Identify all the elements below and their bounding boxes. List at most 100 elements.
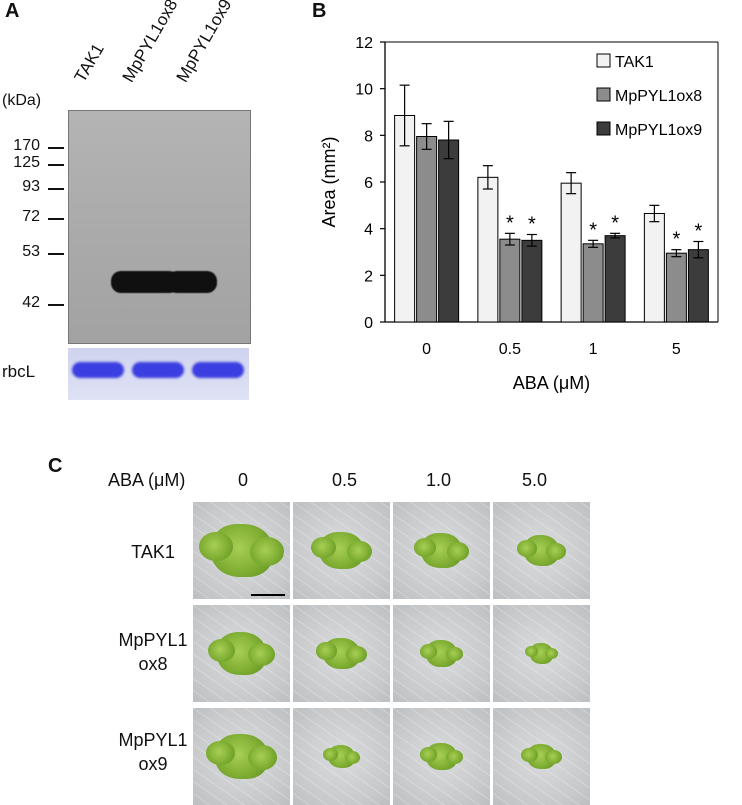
legend-label: MpPYL1ox9 bbox=[615, 122, 702, 139]
legend-label: MpPYL1ox8 bbox=[615, 88, 702, 105]
significance-asterisk: * bbox=[589, 219, 597, 241]
y-tick-label: 0 bbox=[364, 315, 373, 332]
marker-tick-125 bbox=[48, 164, 64, 166]
marker-tick-93 bbox=[48, 188, 64, 190]
lane-label-ox8: MpPYL1ox8 bbox=[118, 0, 182, 86]
rbcl-band-ox9 bbox=[192, 362, 244, 378]
rbcl-band-ox8 bbox=[132, 362, 184, 378]
c-aba-header: ABA (μM) bbox=[108, 470, 186, 490]
bar-chart: 0 2 4 6 8 10 12 Area (mm²) ABA (μM) 0 0.5 * * 1 * * 5 * * T… bbox=[319, 35, 719, 393]
thallus-photo bbox=[193, 605, 290, 702]
thallus-plant bbox=[420, 640, 463, 667]
marker-93: 93 bbox=[22, 178, 40, 195]
bar bbox=[438, 139, 460, 323]
rbcl-label: rbcL bbox=[2, 362, 36, 381]
x-tick-label: 5 bbox=[672, 341, 681, 358]
marker-125: 125 bbox=[13, 154, 40, 171]
thallus-photo-grid bbox=[193, 502, 590, 805]
y-axis-label: Area (mm²) bbox=[319, 137, 339, 228]
bar bbox=[582, 243, 604, 323]
c-row-label-ox8: MpPYL1 ox8 bbox=[108, 628, 198, 676]
x-axis-label: ABA (μM) bbox=[513, 373, 590, 393]
marker-170: 170 bbox=[13, 137, 40, 154]
marker-72: 72 bbox=[22, 208, 40, 225]
y-tick-label: 10 bbox=[355, 82, 373, 99]
bar bbox=[665, 252, 687, 323]
marker-tick-42 bbox=[48, 304, 64, 306]
thallus-plant bbox=[517, 535, 566, 566]
thallus-photo bbox=[293, 605, 390, 702]
c-row-label-ox8-line1: MpPYL1 bbox=[118, 630, 188, 650]
legend-swatch bbox=[596, 87, 611, 102]
marker-tick-170 bbox=[48, 147, 64, 149]
x-tick-label: 1 bbox=[589, 341, 598, 358]
thallus-photo bbox=[493, 605, 590, 702]
thallus-photo bbox=[393, 708, 490, 805]
rbcl-band-tak1 bbox=[72, 362, 124, 378]
thallus-plant bbox=[207, 632, 275, 675]
panel-c-letter: C bbox=[48, 455, 63, 477]
c-col-50: 5.0 bbox=[522, 470, 548, 490]
y-tick-label: 2 bbox=[364, 268, 373, 285]
bar bbox=[416, 136, 438, 323]
significance-asterisk: * bbox=[528, 214, 536, 236]
thallus-plant bbox=[322, 744, 361, 769]
c-row-label-ox8-line2: ox8 bbox=[138, 654, 168, 674]
thallus-plant bbox=[316, 637, 367, 670]
scale-bar bbox=[251, 594, 285, 596]
western-blot bbox=[68, 110, 251, 344]
legend-swatch bbox=[596, 53, 611, 68]
c-row-label-tak1: TAK1 bbox=[108, 540, 198, 564]
panel-b-letter: B bbox=[312, 0, 327, 22]
c-row-label-ox9-line2: ox9 bbox=[138, 754, 168, 774]
band-ox8 bbox=[111, 271, 179, 293]
c-row-label-ox9-line1: MpPYL1 bbox=[118, 730, 188, 750]
significance-asterisk: * bbox=[611, 212, 619, 234]
thallus-photo bbox=[393, 605, 490, 702]
thallus-plant bbox=[199, 524, 284, 577]
thallus-photo bbox=[393, 502, 490, 599]
thallus-plant bbox=[521, 743, 562, 770]
marker-tick-53 bbox=[48, 253, 64, 255]
rbcl-gel bbox=[68, 348, 249, 400]
c-col-10: 1.0 bbox=[426, 470, 452, 490]
bar bbox=[521, 239, 543, 323]
marker-tick-72 bbox=[48, 218, 64, 220]
thallus-photo bbox=[193, 708, 290, 805]
c-row-label-tak1-line1: TAK1 bbox=[131, 542, 175, 562]
significance-asterisk: * bbox=[694, 221, 702, 243]
bar bbox=[604, 235, 626, 323]
band-ox9 bbox=[167, 271, 217, 293]
lane-label-ox9: MpPYL1ox9 bbox=[172, 0, 236, 86]
bar bbox=[477, 176, 499, 323]
bar bbox=[560, 182, 582, 323]
x-tick-label: 0 bbox=[422, 341, 431, 358]
y-tick-label: 6 bbox=[364, 175, 373, 192]
thallus-photo bbox=[493, 708, 590, 805]
x-tick-label: 0.5 bbox=[499, 341, 521, 358]
thallus-plant bbox=[311, 531, 372, 570]
c-row-label-ox9: MpPYL1 ox9 bbox=[108, 728, 198, 776]
bar bbox=[643, 213, 665, 323]
thallus-photo bbox=[193, 502, 290, 599]
bar bbox=[499, 238, 521, 323]
bar bbox=[687, 249, 709, 323]
y-tick-label: 12 bbox=[355, 35, 373, 52]
c-col-05: 0.5 bbox=[332, 470, 358, 490]
thallus-photo bbox=[293, 502, 390, 599]
thallus-photo bbox=[493, 502, 590, 599]
thallus-plant bbox=[420, 743, 463, 770]
thallus-plant bbox=[413, 533, 470, 568]
thallus-photo bbox=[293, 708, 390, 805]
y-tick-label: 8 bbox=[364, 128, 373, 145]
marker-42: 42 bbox=[22, 294, 40, 311]
y-tick-label: 4 bbox=[364, 222, 373, 239]
significance-asterisk: * bbox=[672, 229, 680, 251]
legend-swatch bbox=[596, 121, 611, 136]
legend-label: TAK1 bbox=[615, 54, 654, 71]
thallus-plant bbox=[205, 734, 277, 779]
lane-label-tak1: TAK1 bbox=[70, 40, 108, 86]
panel-a-letter: A bbox=[5, 0, 20, 22]
marker-53: 53 bbox=[22, 243, 40, 260]
bar bbox=[394, 115, 416, 323]
